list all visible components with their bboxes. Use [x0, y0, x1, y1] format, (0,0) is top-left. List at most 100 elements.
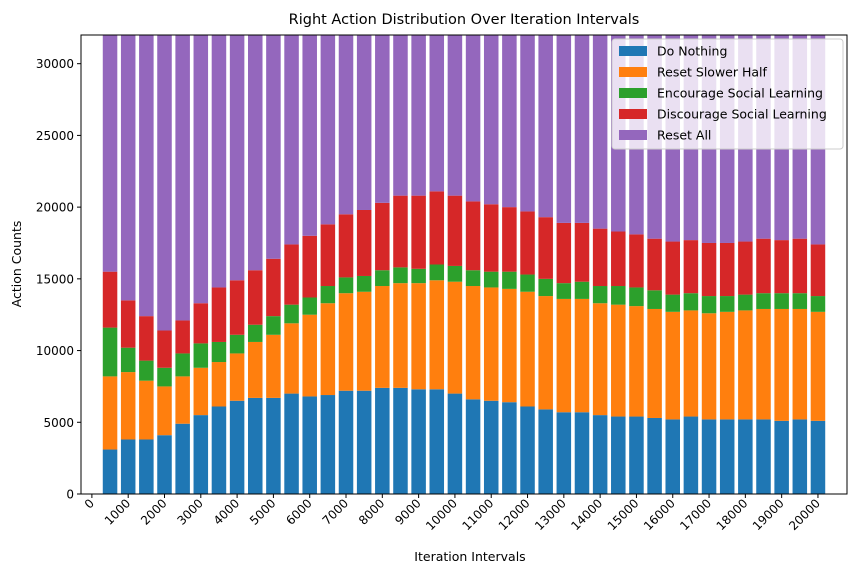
bar-segment-encourage-social-learning-12 — [320, 286, 336, 304]
bar-segment-reset-all-19 — [447, 35, 463, 196]
bar-segment-reset-slower-half-7 — [229, 353, 245, 401]
bar-segment-do-nothing-0 — [102, 449, 118, 494]
bar-segment-do-nothing-8 — [248, 397, 263, 494]
bar-segment-encourage-social-learning-1 — [120, 347, 136, 373]
bar-segment-discourage-social-learning-16 — [393, 195, 408, 268]
bar-segment-discourage-social-learning-19 — [447, 195, 463, 266]
bar-segment-reset-slower-half-3 — [157, 386, 172, 436]
bar-segment-do-nothing-13 — [338, 390, 354, 494]
bar-segment-do-nothing-6 — [211, 406, 227, 494]
bar-segment-reset-all-1 — [120, 35, 136, 301]
bar-segment-discourage-social-learning-17 — [411, 195, 426, 269]
bar-segment-encourage-social-learning-16 — [393, 267, 408, 284]
bar-segment-do-nothing-5 — [193, 415, 209, 494]
bar-segment-encourage-social-learning-20 — [465, 270, 481, 287]
x-tick-label: 2000 — [138, 496, 169, 527]
bar-segment-discourage-social-learning-29 — [629, 234, 644, 288]
bar-segment-reset-all-24 — [538, 35, 553, 218]
bar-segment-discourage-social-learning-30 — [647, 238, 662, 291]
bar-segment-do-nothing-20 — [465, 399, 481, 494]
plot-area — [102, 35, 826, 494]
bar-segment-discourage-social-learning-3 — [157, 330, 172, 368]
bar-segment-do-nothing-37 — [774, 420, 789, 494]
y-tick-label: 15000 — [36, 272, 74, 286]
bar-segment-reset-slower-half-34 — [719, 311, 735, 420]
bar-segment-do-nothing-33 — [701, 419, 717, 494]
bar-segment-reset-slower-half-12 — [320, 303, 336, 396]
legend-label: Reset All — [657, 128, 711, 143]
bar-segment-do-nothing-23 — [520, 406, 535, 494]
bar-segment-reset-slower-half-32 — [683, 310, 699, 417]
bar-segment-reset-slower-half-5 — [193, 367, 209, 416]
bar-segment-do-nothing-3 — [157, 435, 172, 494]
bar-segment-do-nothing-35 — [738, 419, 753, 494]
bar-segment-reset-all-23 — [520, 35, 535, 212]
bar-segment-encourage-social-learning-37 — [774, 293, 789, 309]
bar-segment-do-nothing-31 — [665, 419, 680, 494]
bar-segment-do-nothing-19 — [447, 393, 463, 494]
bar-segment-reset-all-20 — [465, 35, 481, 202]
bar-segment-discourage-social-learning-7 — [229, 280, 245, 335]
bar-segment-do-nothing-36 — [756, 419, 771, 494]
bar-segment-discourage-social-learning-5 — [193, 303, 209, 344]
bar-segment-encourage-social-learning-36 — [756, 293, 771, 309]
bar-segment-discourage-social-learning-6 — [211, 287, 227, 342]
bar-segment-do-nothing-24 — [538, 409, 553, 494]
bar-segment-discourage-social-learning-4 — [175, 320, 190, 354]
bar-segment-reset-all-17 — [411, 35, 426, 196]
bar-segment-encourage-social-learning-23 — [520, 274, 535, 292]
bar-segment-reset-slower-half-29 — [629, 306, 644, 417]
legend-label: Reset Slower Half — [657, 65, 768, 80]
bar-segment-reset-slower-half-11 — [302, 314, 317, 397]
bar-segment-encourage-social-learning-35 — [738, 294, 753, 311]
bar-segment-encourage-social-learning-31 — [665, 294, 680, 312]
y-tick-label: 20000 — [36, 201, 74, 215]
bar-segment-reset-slower-half-27 — [592, 303, 608, 416]
legend: Do Nothing Reset Slower Half Encourage Soc… — [611, 38, 844, 150]
x-axis: 0 1000 2000 3000 4000 5000 6000 7000 8000 9000 100… — [82, 494, 823, 533]
y-tick-label: 5000 — [43, 416, 74, 430]
bar-segment-discourage-social-learning-37 — [774, 240, 789, 294]
bar-segment-reset-slower-half-31 — [665, 311, 680, 420]
x-tick-label: 5000 — [247, 496, 278, 527]
bar-segment-reset-slower-half-36 — [756, 308, 771, 420]
bar-segment-encourage-social-learning-22 — [502, 271, 517, 289]
bar-segment-discourage-social-learning-20 — [465, 201, 481, 271]
bar-segment-encourage-social-learning-26 — [574, 281, 590, 299]
bar-segment-discourage-social-learning-26 — [574, 222, 590, 282]
bar-segment-reset-all-10 — [284, 35, 299, 245]
bar-segment-discourage-social-learning-8 — [248, 270, 263, 325]
bar-segment-do-nothing-17 — [411, 389, 426, 494]
bar-segment-encourage-social-learning-29 — [629, 287, 644, 307]
bar-segment-reset-all-16 — [393, 35, 408, 196]
bar-segment-discourage-social-learning-12 — [320, 224, 336, 287]
bar-segment-do-nothing-38 — [792, 419, 808, 494]
bar-segment-encourage-social-learning-5 — [193, 343, 209, 368]
x-tick-label: 17000 — [677, 496, 714, 533]
bar-segment-discourage-social-learning-25 — [556, 222, 572, 284]
x-tick-label: 0 — [82, 496, 97, 511]
bar-segment-discourage-social-learning-18 — [429, 191, 445, 265]
bar-segment-do-nothing-9 — [266, 397, 281, 494]
bar-segment-discourage-social-learning-21 — [483, 204, 499, 272]
bar-segment-discourage-social-learning-35 — [738, 241, 753, 295]
bar-segment-reset-slower-half-4 — [175, 376, 190, 424]
bar-segment-reset-slower-half-23 — [520, 291, 535, 407]
bar-segment-encourage-social-learning-25 — [556, 283, 572, 299]
bar-segment-reset-slower-half-24 — [538, 296, 553, 410]
legend-label: Encourage Social Learning — [657, 86, 823, 101]
bar-segment-do-nothing-2 — [139, 439, 154, 494]
bar-segment-encourage-social-learning-4 — [175, 353, 190, 377]
legend-swatch — [619, 46, 647, 56]
bar-segment-encourage-social-learning-17 — [411, 268, 426, 284]
bar-segment-reset-slower-half-13 — [338, 293, 354, 391]
x-tick-label: 9000 — [392, 496, 423, 527]
bar-segment-reset-slower-half-28 — [611, 304, 626, 417]
y-axis-title: Action Counts — [9, 221, 24, 308]
bar-segment-reset-slower-half-9 — [266, 334, 281, 398]
bar-segment-reset-slower-half-17 — [411, 283, 426, 390]
x-tick-label: 11000 — [459, 496, 496, 533]
bar-segment-do-nothing-25 — [556, 412, 572, 494]
bar-segment-discourage-social-learning-39 — [810, 244, 826, 297]
bar-segment-reset-slower-half-20 — [465, 286, 481, 400]
